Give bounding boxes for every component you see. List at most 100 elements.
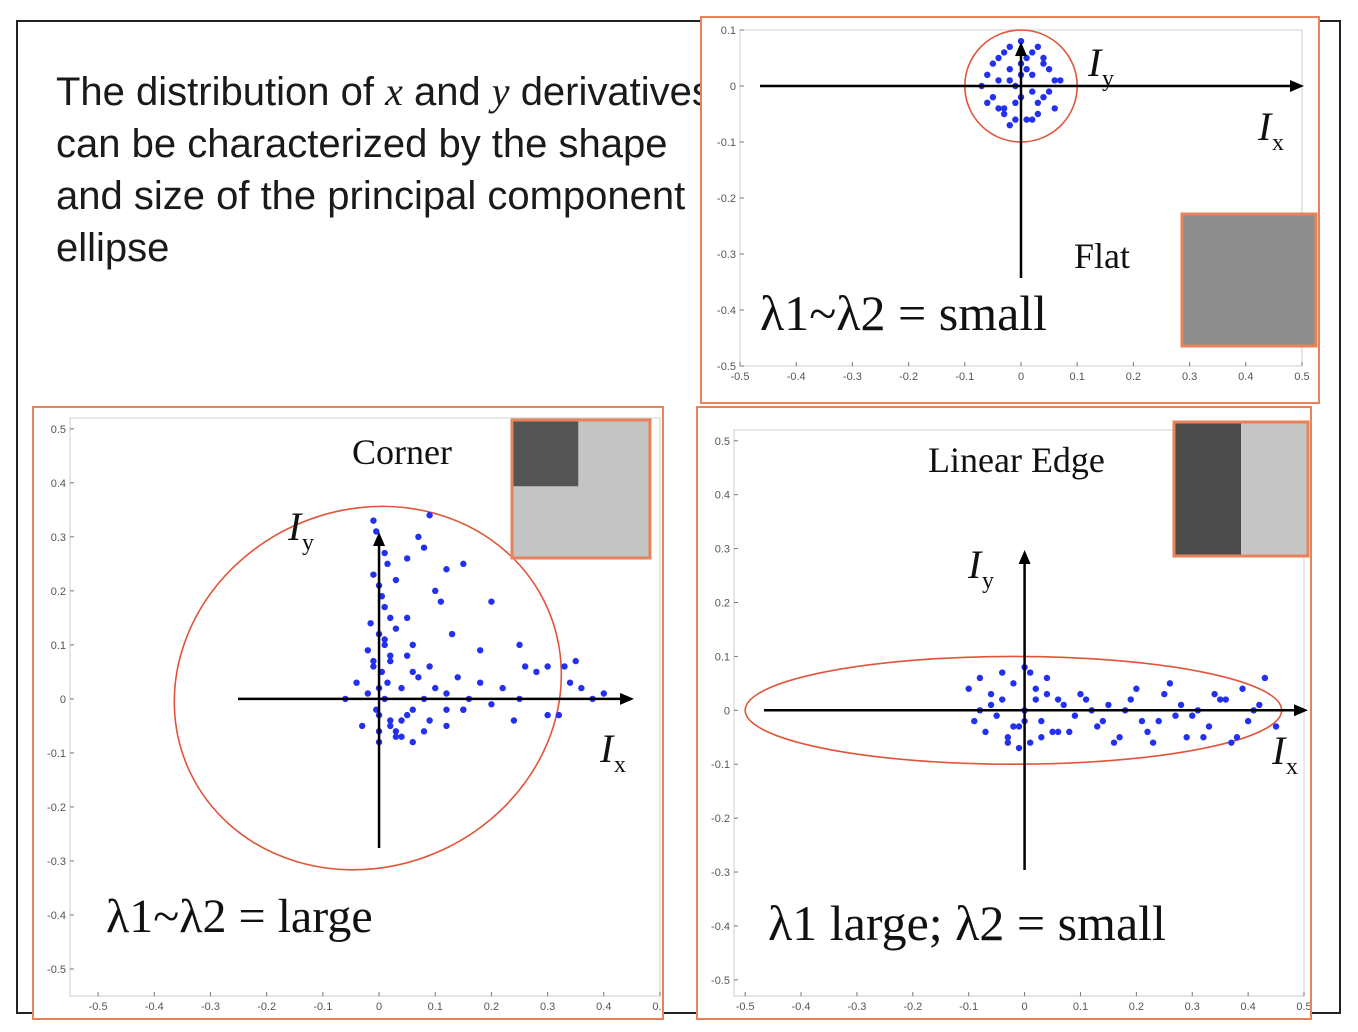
data-point [403, 652, 411, 659]
plot-frame [69, 417, 661, 997]
data-point [398, 717, 405, 724]
eigenvalue-caption: λ1~λ2 = large [106, 890, 373, 943]
data-point [533, 668, 540, 676]
intro-text: The distribution of x and y derivatives … [56, 66, 716, 274]
y-tick-label: -0.5 [47, 964, 66, 976]
data-point [1172, 712, 1179, 719]
data-point [443, 706, 450, 713]
data-point [381, 636, 388, 643]
principal-ellipse [173, 505, 563, 871]
data-point [1144, 728, 1151, 736]
data-point [572, 657, 579, 665]
data-point [1038, 717, 1045, 725]
data-point [544, 663, 551, 670]
data-point [1026, 739, 1034, 746]
data-point [1127, 696, 1134, 703]
x-tick-label: -0.1 [955, 371, 974, 383]
x-tick-label: -0.5 [731, 371, 750, 383]
swatch-border [510, 418, 652, 560]
x-tick-label: 0.3 [1182, 371, 1197, 383]
x-tick-label: 0.2 [484, 1001, 499, 1013]
data-point [460, 560, 467, 568]
y-tick-label: -0.2 [717, 193, 736, 205]
data-point [353, 679, 360, 686]
data-point [555, 711, 563, 719]
y-tick-label: 0.3 [51, 532, 66, 544]
data-point [398, 684, 405, 692]
y-tick-label: 0.2 [715, 597, 730, 609]
x-tick-label: 0 [1018, 371, 1024, 383]
data-point [1017, 38, 1025, 45]
data-point [995, 77, 1002, 84]
data-point [1026, 669, 1034, 676]
iy-subscript: y [302, 530, 314, 556]
data-point [1222, 696, 1229, 703]
y-tick-label: 0.4 [715, 490, 730, 502]
x-tick-label: 0 [1022, 1001, 1028, 1013]
data-point [381, 603, 388, 611]
data-point [426, 512, 433, 519]
y-tick-label: -0.5 [717, 361, 736, 373]
data-point [1071, 712, 1079, 719]
intro-part-3: derivatives can be characterized by the … [56, 70, 712, 270]
data-point [1000, 110, 1008, 118]
data-point [398, 733, 405, 740]
y-tick-label: -0.2 [47, 802, 66, 814]
iy-arrowhead [1015, 42, 1027, 56]
y-tick-label: -0.1 [711, 759, 730, 771]
data-point [392, 733, 400, 740]
y-tick-label: 0 [724, 705, 730, 717]
ix-arrowhead [1290, 80, 1304, 92]
data-point [370, 663, 377, 670]
swatch-border [1180, 212, 1318, 348]
data-point [510, 717, 518, 724]
data-point [403, 614, 411, 622]
y-tick-label: -0.3 [47, 856, 66, 868]
x-tick-label: -0.1 [959, 1001, 978, 1013]
data-point [1043, 690, 1051, 698]
data-point [1060, 701, 1067, 709]
data-point [1029, 116, 1036, 123]
ix-arrowhead [1294, 704, 1308, 717]
data-point [1045, 88, 1053, 95]
x-tick-label: 0.5 [1294, 371, 1309, 383]
data-point [1034, 110, 1042, 118]
x-tick-label: -0.4 [145, 1001, 164, 1013]
data-point [982, 728, 989, 736]
data-point [1133, 685, 1140, 692]
x-tick-label: 0.4 [1238, 371, 1253, 383]
y-tick-label: 0.1 [721, 25, 736, 37]
data-point [432, 587, 439, 595]
data-point [1023, 116, 1030, 123]
data-point [1006, 43, 1013, 50]
swatch-border [1172, 420, 1310, 558]
chart-title: Flat [1074, 236, 1130, 276]
x-tick-label: 0 [376, 1001, 382, 1013]
data-point [1049, 728, 1056, 736]
x-tick-label: -0.1 [313, 1001, 332, 1013]
ix-subscript: x [1286, 754, 1298, 780]
data-point [373, 528, 380, 535]
data-point [1000, 49, 1008, 56]
data-point [443, 566, 450, 573]
data-point [1082, 696, 1090, 703]
iy-arrowhead [373, 532, 386, 546]
data-point [995, 54, 1002, 62]
data-point [381, 641, 388, 649]
data-point [1012, 116, 1019, 123]
data-point [420, 544, 428, 551]
data-point [1010, 680, 1017, 687]
corner-swatch-dark [512, 420, 579, 487]
data-point [1116, 734, 1123, 741]
data-point [1183, 734, 1190, 741]
data-point [1110, 739, 1118, 746]
x-tick-label: 0.1 [1073, 1001, 1088, 1013]
y-tick-label: -0.4 [47, 910, 66, 922]
data-point [387, 652, 394, 659]
data-point [1012, 99, 1019, 107]
data-point [1043, 674, 1051, 682]
data-point [1189, 712, 1196, 719]
data-point [1205, 723, 1213, 730]
data-point [1177, 701, 1185, 709]
iy-subscript: y [982, 568, 994, 594]
